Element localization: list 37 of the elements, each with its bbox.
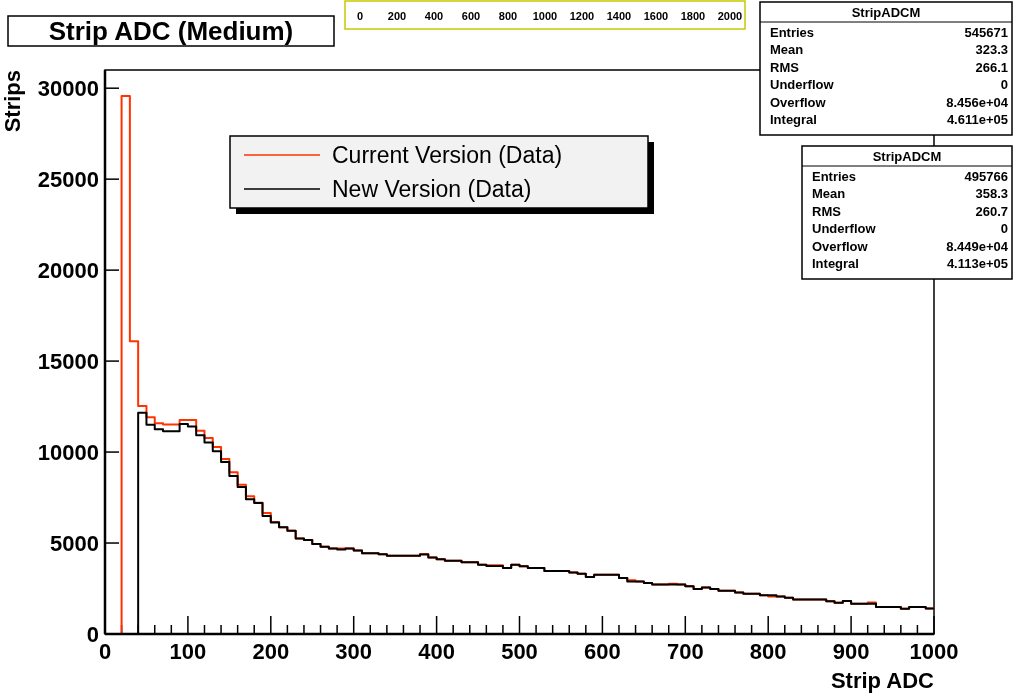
- legend-label: Current Version (Data): [332, 142, 563, 168]
- text: Mean 323.3: [770, 42, 1008, 57]
- x-tick-label: 700: [666, 639, 704, 664]
- y-tick-label: 20000: [37, 258, 99, 284]
- legend-label: New Version (Data): [332, 176, 532, 202]
- text: Entries 545671: [770, 24, 1008, 40]
- text: Overflow 8.456e+04: [770, 94, 1008, 110]
- y-tick-label: 30000: [37, 76, 99, 102]
- text: RMS 266.1: [770, 59, 1008, 75]
- y-tick-label: 10000: [37, 440, 99, 466]
- chart-title: Strip ADC (Medium): [48, 16, 294, 46]
- text: Integral 4.113e+05: [812, 256, 1008, 271]
- x-tick-label: 300: [335, 639, 373, 664]
- x-tick-label: 100: [169, 639, 207, 664]
- text: StripADCM: [851, 5, 921, 20]
- y-axis-title: Strips: [0, 70, 25, 133]
- text: Underflow 0: [812, 221, 1008, 236]
- y-tick-label: 25000: [37, 167, 99, 193]
- text: Underflow 0: [770, 77, 1008, 92]
- annotation: StripADCM: [872, 149, 942, 164]
- y-tick-label: 15000: [37, 349, 99, 375]
- x-tick-label: 800: [749, 639, 787, 664]
- x-tick-label: 400: [418, 639, 455, 664]
- y-tick-label: 5000: [50, 531, 99, 557]
- y-tick-label: 0: [86, 622, 99, 647]
- x-tick-label: 900: [832, 639, 870, 664]
- text: Entries 495766: [812, 168, 1008, 184]
- text: Overflow 8.449e+04: [812, 238, 1008, 254]
- x-tick-label: 1000: [909, 639, 959, 664]
- x-axis-title: Strip ADC: [830, 668, 935, 693]
- x-tick-label: 600: [584, 639, 621, 664]
- text: Mean 358.3: [812, 186, 1008, 201]
- text: Integral 4.611e+05: [770, 112, 1008, 127]
- x-tick-label: 500: [501, 639, 538, 664]
- text: 0 200 400 600 800 1000 1200 1400 1600 1800 2000: [356, 10, 743, 22]
- x-tick-label: 200: [252, 639, 290, 664]
- text: RMS 260.7: [812, 203, 1008, 219]
